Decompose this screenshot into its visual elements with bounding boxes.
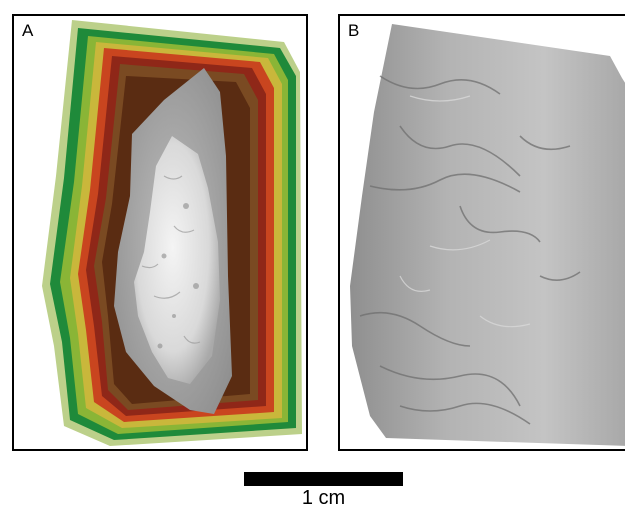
panel-label-a: A <box>22 21 34 40</box>
fossil-scan-heightmap-image <box>42 20 302 446</box>
panel-b: B <box>338 14 625 451</box>
panel-a: A <box>12 14 308 451</box>
panel-label-b: B <box>348 21 360 40</box>
scale-bar <box>244 472 403 486</box>
fossil-scan-gray-render-image <box>350 24 625 446</box>
scale-bar-label: 1 cm <box>301 487 346 509</box>
